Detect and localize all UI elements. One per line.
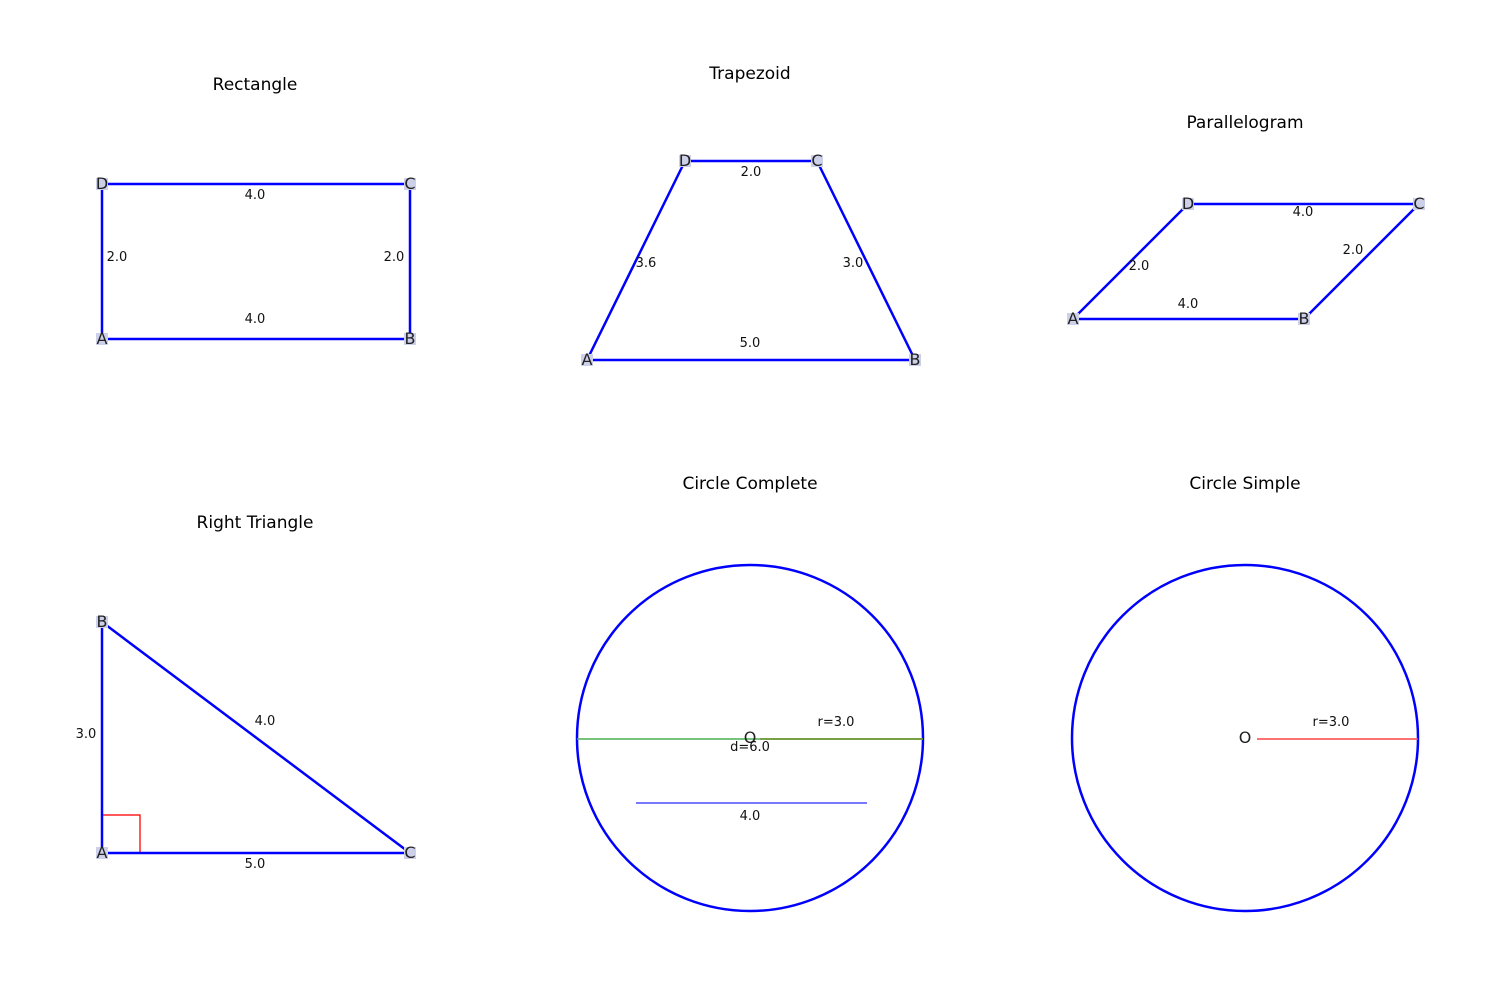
trapezoid-title: Trapezoid	[708, 64, 790, 84]
trapezoid-label-ab: 5.0	[740, 336, 761, 351]
parallelogram-vertex-d: D	[1182, 194, 1194, 213]
rectangle-title: Rectangle	[213, 75, 298, 95]
parallelogram-side-bc	[1304, 204, 1419, 319]
rectangle-vertex-d: D	[96, 174, 108, 193]
trapezoid-vertex-d: D	[679, 151, 691, 170]
trapezoid-label-bc: 3.0	[843, 256, 864, 271]
circle-complete-chord-label: 4.0	[740, 809, 761, 824]
right-triangle-side-bc	[102, 622, 410, 853]
trapezoid-label-dc: 2.0	[741, 165, 762, 180]
trapezoid-panel: Trapezoid A B C D 2.0 5.0 3.6 3.0	[581, 64, 921, 369]
right-triangle-title: Right Triangle	[197, 513, 314, 533]
parallelogram-label-dc: 4.0	[1293, 205, 1314, 220]
circle-simple-center: O	[1239, 728, 1252, 747]
trapezoid-vertex-c: C	[811, 151, 822, 170]
circle-complete-panel: Circle Complete O r=3.0 d=6.0 4.0	[577, 474, 923, 911]
right-triangle-label-ab: 3.0	[76, 727, 97, 742]
right-triangle-label-ac: 5.0	[245, 857, 266, 872]
right-triangle-vertex-b: B	[97, 612, 108, 631]
trapezoid-side-bc	[817, 161, 915, 360]
parallelogram-panel: Parallelogram A B C D 4.0 4.0 2.0 2.0	[1067, 113, 1425, 328]
parallelogram-vertex-a: A	[1068, 309, 1079, 328]
rectangle-label-ad: 2.0	[107, 250, 128, 265]
circle-simple-panel: Circle Simple O r=3.0	[1072, 474, 1418, 911]
rectangle-label-bc: 2.0	[384, 250, 405, 265]
parallelogram-label-bc: 2.0	[1343, 243, 1364, 258]
trapezoid-vertex-b: B	[910, 350, 921, 369]
trapezoid-label-ad: 3.6	[636, 256, 657, 271]
trapezoid-vertex-a: A	[582, 350, 593, 369]
circle-complete-title: Circle Complete	[682, 474, 817, 494]
right-triangle-vertex-a: A	[97, 843, 108, 862]
parallelogram-vertex-b: B	[1299, 309, 1310, 328]
rectangle-vertex-c: C	[404, 174, 415, 193]
rectangle-label-ab: 4.0	[245, 312, 266, 327]
rectangle-vertex-b: B	[405, 329, 416, 348]
right-triangle-vertex-c: C	[404, 843, 415, 862]
right-triangle-panel: Right Triangle A B C 3.0 4.0 5.0	[76, 513, 416, 872]
rectangle-label-dc: 4.0	[245, 188, 266, 203]
circle-complete-diameter-label: d=6.0	[730, 740, 770, 755]
parallelogram-label-ad: 2.0	[1129, 259, 1150, 274]
circle-complete-radius-label: r=3.0	[818, 715, 855, 730]
circle-simple-title: Circle Simple	[1189, 474, 1300, 494]
circle-simple-radius-label: r=3.0	[1313, 715, 1350, 730]
rectangle-panel: Rectangle A B C D 4.0 4.0 2.0 2.0	[96, 75, 416, 348]
parallelogram-vertex-c: C	[1413, 194, 1424, 213]
rectangle-vertex-a: A	[97, 329, 108, 348]
right-triangle-label-bc: 4.0	[255, 714, 276, 729]
parallelogram-title: Parallelogram	[1186, 113, 1303, 133]
parallelogram-label-ab: 4.0	[1178, 297, 1199, 312]
